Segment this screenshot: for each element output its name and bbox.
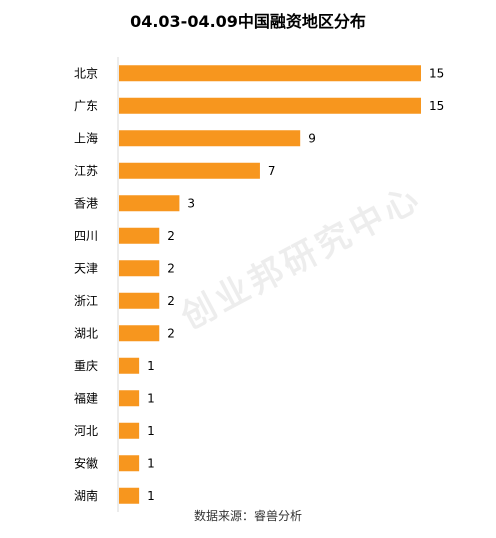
bar <box>119 422 140 439</box>
data-label: 1 <box>147 359 155 373</box>
bar <box>119 357 140 374</box>
category-label: 北京 <box>74 66 98 80</box>
bar <box>119 65 421 82</box>
bar <box>119 390 140 407</box>
category-label: 天津 <box>74 261 98 275</box>
data-label: 1 <box>147 456 155 470</box>
data-label: 2 <box>167 326 175 340</box>
data-label: 2 <box>167 294 175 308</box>
category-label: 上海 <box>74 130 98 145</box>
bar <box>119 97 421 114</box>
data-label: 2 <box>167 229 175 243</box>
bar <box>119 487 140 504</box>
data-label: 1 <box>147 391 155 405</box>
bar <box>119 292 160 309</box>
data-label: 1 <box>147 489 155 503</box>
chart-title: 04.03-04.09中国融资地区分布 <box>130 12 366 31</box>
bar <box>119 455 140 472</box>
data-label: 2 <box>167 261 175 275</box>
bar <box>119 260 160 277</box>
category-label: 四川 <box>74 229 98 243</box>
category-label: 浙江 <box>74 294 98 308</box>
bar <box>119 195 180 212</box>
category-label: 香港 <box>74 196 98 210</box>
bar <box>119 130 301 147</box>
category-label: 重庆 <box>74 359 98 373</box>
data-label: 15 <box>429 66 444 80</box>
data-label: 1 <box>147 424 155 438</box>
data-label: 9 <box>308 131 316 145</box>
data-label: 15 <box>429 99 444 113</box>
category-label: 江苏 <box>74 164 98 178</box>
category-label: 广东 <box>74 99 98 113</box>
data-label: 7 <box>268 164 276 178</box>
category-label: 湖北 <box>74 325 98 340</box>
bar <box>119 227 160 244</box>
category-label: 河北 <box>74 424 98 438</box>
source-note: 数据来源：睿兽分析 <box>193 509 302 523</box>
bar <box>119 162 260 179</box>
category-label: 湖南 <box>74 488 98 503</box>
data-label: 3 <box>187 196 195 210</box>
category-label: 福建 <box>74 390 98 405</box>
bar <box>119 325 160 342</box>
category-label: 安徽 <box>74 455 98 470</box>
